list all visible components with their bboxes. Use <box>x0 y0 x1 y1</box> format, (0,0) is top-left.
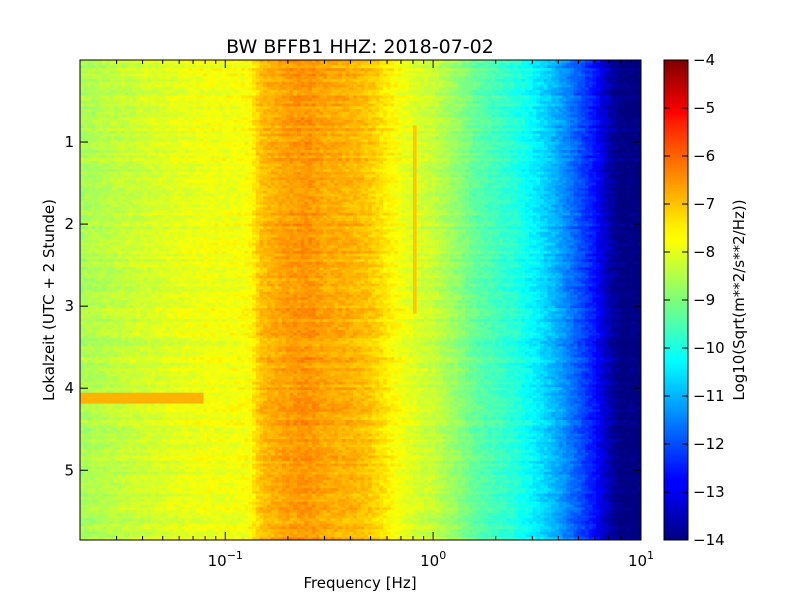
spectrogram-image <box>80 60 642 541</box>
